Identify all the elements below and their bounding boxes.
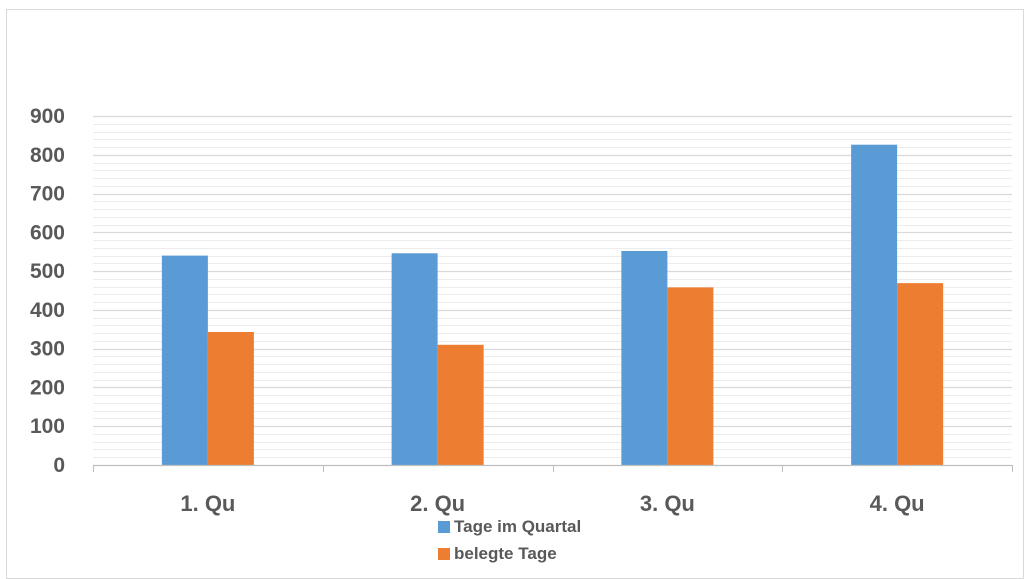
y-tick-label: 100 [30, 415, 65, 438]
y-tick-label: 300 [30, 338, 65, 361]
bar-tage-im-quartal-3 [621, 250, 668, 465]
x-tick-label: 1. Qu [180, 491, 235, 516]
legend-item-tage-im-quartal: Tage im Quartal [438, 513, 581, 540]
y-tick-labels: 0 100 200 300 400 500 600 700 800 900 [30, 105, 65, 477]
bar-belegte-tage-3 [667, 287, 714, 465]
y-tick-label: 800 [30, 144, 65, 167]
legend: Tage im Quartal belegte Tage [438, 513, 581, 567]
bar-belegte-tage-1 [207, 331, 254, 465]
y-tick-label: 500 [30, 260, 65, 283]
legend-swatch-tage-im-quartal [438, 520, 450, 533]
y-tick-label: 900 [30, 105, 65, 128]
y-tick-label: 200 [30, 376, 65, 399]
bar-belegte-tage-2 [437, 344, 484, 465]
x-tick-label: 4. Qu [870, 491, 925, 516]
bar-tage-im-quartal-2 [391, 253, 438, 465]
legend-swatch-belegte-tage [438, 547, 450, 560]
legend-label-belegte-tage: belegte Tage [454, 543, 557, 563]
legend-item-belegte-tage: belegte Tage [438, 540, 581, 567]
bar-belegte-tage-4 [897, 283, 944, 465]
y-tick-label: 600 [30, 221, 65, 244]
y-tick-label: 700 [30, 183, 65, 206]
x-tick-label: 2. Qu [410, 491, 465, 516]
y-tick-label: 400 [30, 299, 65, 322]
axes [93, 464, 1013, 472]
legend-label-tage-im-quartal: Tage im Quartal [454, 516, 582, 536]
x-tick-label: 3. Qu [640, 491, 695, 516]
y-tick-label: 0 [53, 454, 65, 477]
x-tick-labels: 1. Qu 2. Qu 3. Qu 4. Qu [180, 491, 924, 516]
bars [161, 144, 944, 465]
bar-tage-im-quartal-4 [851, 144, 898, 465]
bar-tage-im-quartal-1 [161, 255, 208, 465]
